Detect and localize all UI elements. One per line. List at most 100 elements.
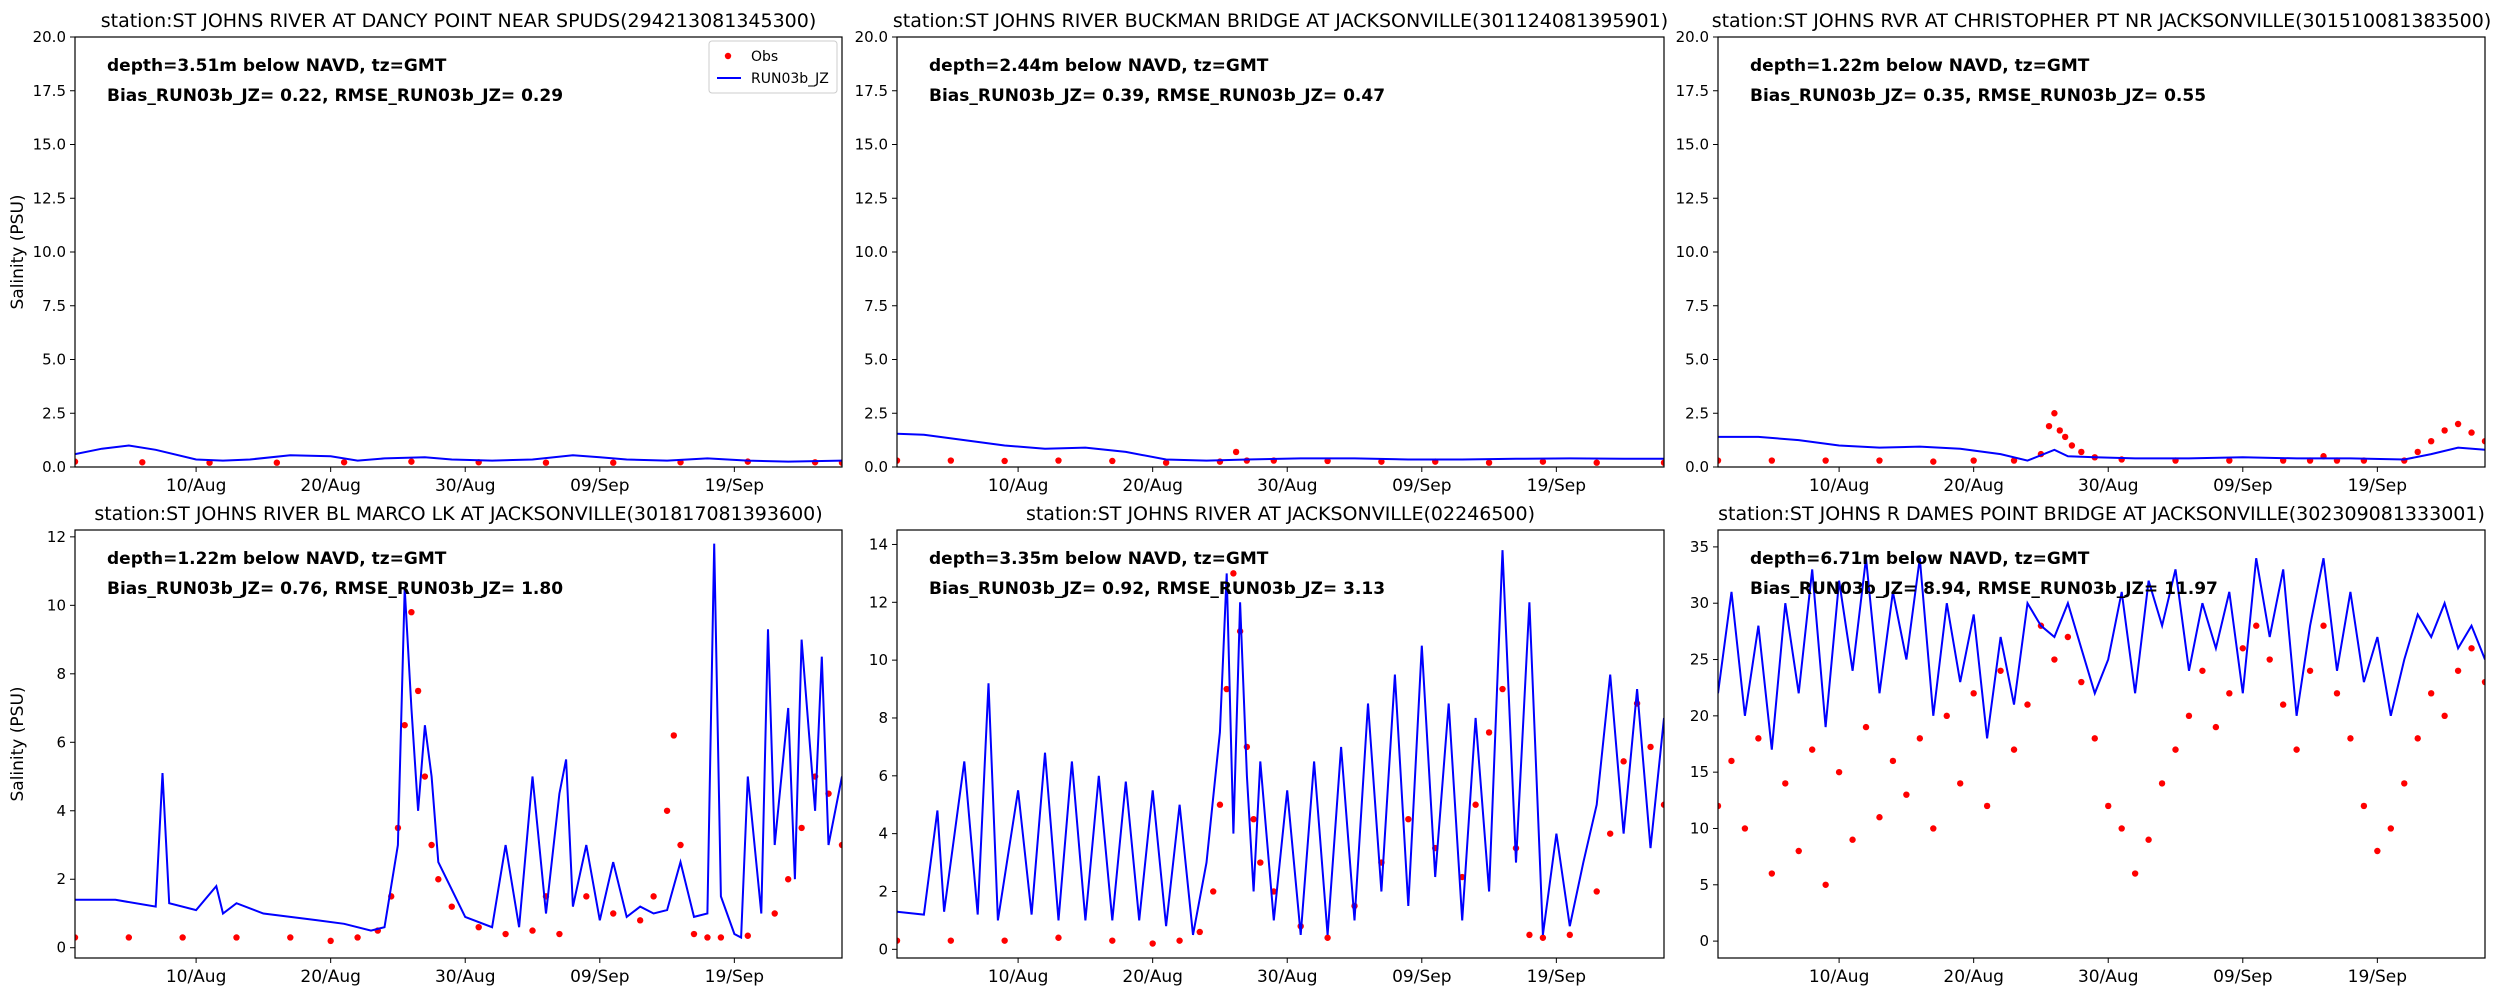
obs-point [1230,570,1237,577]
obs-point [1647,743,1654,751]
obs-point [897,937,901,944]
obs-point [1795,847,1802,855]
obs-point [1378,458,1385,465]
depth-annotation: depth=1.22m below NAVD, tz=GMT [1750,56,2090,76]
obs-point [1943,712,1950,720]
x-tick-label: 30/Aug [435,476,496,496]
obs-point [1728,757,1735,765]
obs-point [1405,815,1412,823]
x-tick-label: 20/Aug [1122,967,1183,987]
obs-point [2226,690,2233,697]
obs-point [2427,690,2435,697]
x-tick-label: 10/Aug [1809,476,1870,496]
bias-rmse-annotation: Bias_RUN03b_JZ= 0.39, RMSE_RUN03b_JZ= 0.… [929,86,1385,106]
model-series-line [75,543,842,940]
bias-rmse-annotation: Bias_RUN03b_JZ= 8.94, RMSE_RUN03b_JZ= 11… [1750,579,2218,599]
obs-point [2441,712,2448,720]
bias-rmse-annotation: Bias_RUN03b_JZ= 0.35, RMSE_RUN03b_JZ= 0.… [1750,86,2206,106]
y-tick-label: 5 [1699,876,1709,894]
y-tick-label: 8 [878,709,888,727]
obs-point [717,934,725,941]
obs-point [327,937,334,945]
model-series-line [897,432,1664,462]
data-layer [897,432,1664,466]
y-tick-label: 25 [1690,651,1709,669]
obs-point [1835,768,1843,776]
x-tick-label: 10/Aug [166,967,227,987]
obs-point [2185,712,2193,720]
chart-panel-1: station:ST JOHNS RIVER AT DANCY POINT NE… [8,10,843,496]
obs-point [1149,940,1156,947]
obs-point [1997,667,2004,674]
obs-point [2212,723,2220,731]
obs-point [2360,802,2368,810]
y-tick-label: 12.5 [855,189,888,207]
obs-point [1243,743,1251,751]
legend: Obs RUN03b_JZ [708,40,838,94]
y-tick-label: 0.0 [42,458,66,476]
obs-point [2010,457,2018,464]
obs-point [583,893,590,900]
y-tick-label: 15.0 [33,136,66,154]
x-tick-label: 19/Sep [705,476,764,496]
obs-point [670,732,677,739]
chart-panel-4: station:ST JOHNS RIVER BL MARCO LK AT JA… [8,503,843,987]
y-tick-label: 0.0 [864,458,888,476]
obs-point [947,937,955,944]
obs-point [1055,934,1062,941]
y-tick-label: 10 [47,596,66,614]
obs-point [1876,814,1883,821]
obs-point [421,773,429,780]
y-tick-label: 2.5 [42,404,66,422]
y-tick-label: 10.0 [33,243,66,261]
obs-point [1741,825,1749,832]
chart-title: station:ST JOHNS RVR AT CHRISTOPHER PT N… [1712,10,2492,32]
obs-point [2045,422,2053,430]
x-tick-label: 20/Aug [1943,967,2004,987]
bias-rmse-annotation: Bias_RUN03b_JZ= 0.22, RMSE_RUN03b_JZ= 0.… [107,86,563,106]
obs-point [2320,622,2327,629]
obs-point [650,893,657,900]
obs-point [435,876,442,883]
obs-point [2374,847,2381,855]
obs-point [2172,746,2179,753]
y-tick-label: 20.0 [33,28,66,46]
y-tick-label: 10.0 [855,243,888,261]
obs-point [2051,656,2058,663]
obs-point [414,687,422,695]
y-tick-label: 30 [1690,594,1709,612]
obs-point [2441,427,2448,434]
obs-point [1162,459,1170,466]
obs-point [475,923,482,931]
y-tick-label: 12 [869,593,888,611]
obs-point [2481,438,2485,445]
chart-panel-6: station:ST JOHNS R DAMES POINT BRIDGE AT… [1690,503,2486,987]
y-tick-label: 4 [878,825,888,843]
obs-point [1970,457,1977,464]
obs-point [428,841,435,849]
x-tick-label: 09/Sep [570,476,629,496]
y-tick-label: 12 [47,528,66,546]
x-tick-label: 09/Sep [1392,967,1451,987]
obs-point [1109,457,1116,465]
chart-title: station:ST JOHNS RIVER BUCKMAN BRIDGE AT… [893,10,1668,32]
obs-point [1660,459,1664,466]
y-tick-label: 5.0 [1685,351,1709,369]
obs-point [1232,448,1240,456]
x-tick-label: 19/Sep [1527,476,1586,496]
y-tick-label: 5.0 [864,351,888,369]
y-tick-label: 12.5 [33,189,66,207]
obs-point [2051,410,2058,417]
obs-point [1593,888,1600,895]
y-tick-label: 10 [1690,819,1709,837]
obs-point [1109,937,1116,944]
obs-point [1539,934,1547,941]
chart-panel-5: station:ST JOHNS RIVER AT JACKSONVILLE(0… [869,503,1665,987]
obs-point [529,927,536,934]
obs-point [448,903,455,910]
obs-point [1862,723,1870,731]
y-tick-label: 20.0 [855,28,888,46]
data-layer [1718,410,2485,465]
obs-point [636,917,644,924]
x-tick-label: 30/Aug [1257,967,1318,987]
